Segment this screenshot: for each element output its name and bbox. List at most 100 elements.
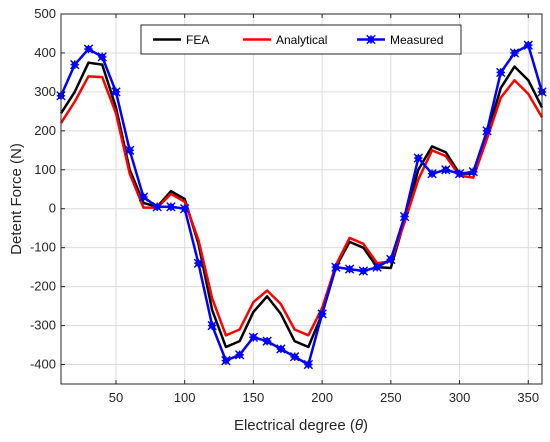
legend-box bbox=[140, 24, 462, 55]
x-axis-label-text: Electrical degree bbox=[234, 417, 346, 434]
marker-stroke-d2 bbox=[125, 145, 135, 156]
marker-stroke-d2 bbox=[372, 262, 382, 272]
data-point-measured bbox=[496, 67, 506, 78]
marker-stroke-d2 bbox=[234, 350, 245, 360]
data-point-measured bbox=[138, 192, 149, 202]
data-point-measured bbox=[331, 262, 341, 272]
marker-stroke-d2 bbox=[496, 67, 506, 78]
marker-stroke-d2 bbox=[366, 34, 376, 45]
marker-stroke-d2 bbox=[331, 262, 341, 272]
x-tick-label: 150 bbox=[243, 390, 265, 405]
data-point-measured bbox=[70, 59, 80, 70]
data-point-measured bbox=[386, 254, 396, 265]
data-point-measured bbox=[166, 202, 176, 212]
data-point-measured bbox=[344, 264, 355, 274]
marker-stroke-d2 bbox=[289, 352, 300, 362]
data-point-measured bbox=[234, 350, 245, 360]
data-point-measured bbox=[372, 262, 382, 272]
data-point-measured bbox=[317, 309, 327, 319]
y-axis-label: Detent Force (N) bbox=[8, 143, 25, 255]
data-point-measured bbox=[125, 145, 135, 156]
marker-stroke-d2 bbox=[344, 264, 355, 274]
data-point-measured bbox=[509, 48, 520, 58]
marker-stroke-d2 bbox=[83, 44, 94, 54]
marker-stroke-d2 bbox=[97, 52, 107, 62]
marker-stroke-d2 bbox=[303, 359, 314, 370]
data-point-measured bbox=[248, 332, 259, 342]
marker-stroke-d2 bbox=[427, 168, 437, 179]
data-point-measured bbox=[399, 211, 410, 222]
marker-stroke-d2 bbox=[399, 211, 410, 222]
y-tick-label: -300 bbox=[30, 318, 56, 333]
data-point-measured bbox=[303, 359, 314, 370]
x-tick-label: 300 bbox=[449, 390, 471, 405]
y-tick-label: 100 bbox=[34, 162, 56, 177]
data-point-measured bbox=[358, 266, 369, 276]
marker-stroke-d2 bbox=[262, 336, 272, 346]
marker-stroke-d2 bbox=[152, 202, 162, 212]
y-tick-label: 300 bbox=[34, 84, 56, 99]
data-point-measured bbox=[427, 168, 437, 179]
y-tick-label: -400 bbox=[30, 357, 56, 372]
marker-stroke-d2 bbox=[317, 309, 327, 319]
y-tick-label: 500 bbox=[34, 6, 56, 21]
legend: FEA Analytical Measured bbox=[140, 24, 462, 55]
legend-label-measured: Measured bbox=[390, 33, 443, 47]
marker-stroke-d2 bbox=[138, 192, 149, 202]
marker-stroke-d2 bbox=[111, 87, 121, 97]
marker-stroke-d2 bbox=[413, 153, 424, 163]
x-axis-label-symbol: θ bbox=[355, 417, 363, 434]
y-tick-label: 0 bbox=[49, 201, 56, 216]
data-point-measured bbox=[468, 167, 478, 177]
x-axis-label: Electrical degree (θ) bbox=[234, 417, 368, 434]
marker-stroke-d2 bbox=[441, 165, 451, 175]
data-point-measured bbox=[454, 168, 465, 179]
data-point-measured bbox=[289, 352, 300, 362]
legend-label-analytical: Analytical bbox=[276, 33, 327, 47]
legend-marker-measured bbox=[366, 34, 376, 45]
legend-label-fea: FEA bbox=[186, 33, 209, 47]
axis-ticks: 50 100 150 200 250 300 350 -400 -300 -200 -100 0 100… bbox=[30, 6, 542, 405]
plot-background bbox=[61, 14, 542, 384]
x-tick-label: 50 bbox=[109, 390, 123, 405]
data-point-measured bbox=[193, 258, 204, 268]
data-point-measured bbox=[441, 165, 451, 175]
data-point-measured bbox=[152, 202, 162, 212]
marker-stroke-d2 bbox=[193, 258, 204, 268]
data-point-measured bbox=[207, 320, 217, 331]
data-point-measured bbox=[523, 40, 533, 50]
marker-stroke-d2 bbox=[221, 355, 231, 366]
data-point-measured bbox=[276, 344, 286, 354]
y-tick-label: 200 bbox=[34, 123, 56, 138]
data-point-measured bbox=[482, 126, 492, 136]
marker-stroke-d2 bbox=[358, 266, 369, 276]
data-point-measured bbox=[179, 204, 190, 214]
x-tick-label: 350 bbox=[517, 390, 539, 405]
marker-stroke-d2 bbox=[468, 167, 478, 177]
data-point-measured bbox=[221, 355, 231, 366]
marker-stroke-d2 bbox=[509, 48, 520, 58]
y-tick-label: 400 bbox=[34, 45, 56, 60]
data-point-measured bbox=[262, 336, 272, 346]
marker-stroke-d2 bbox=[523, 40, 533, 50]
data-point-measured bbox=[413, 153, 424, 163]
data-point-measured bbox=[83, 44, 94, 54]
marker-stroke-d2 bbox=[166, 202, 176, 212]
marker-stroke-d2 bbox=[207, 320, 217, 331]
data-point-measured bbox=[111, 87, 121, 97]
marker-stroke-d2 bbox=[179, 204, 190, 214]
marker-stroke-d2 bbox=[248, 332, 259, 342]
marker-stroke-d2 bbox=[454, 168, 465, 179]
x-tick-label: 100 bbox=[174, 390, 196, 405]
y-tick-label: -200 bbox=[30, 279, 56, 294]
x-tick-label: 200 bbox=[311, 390, 333, 405]
y-tick-label: -100 bbox=[30, 240, 56, 255]
marker-stroke-d2 bbox=[70, 59, 80, 70]
data-point-measured bbox=[97, 52, 107, 62]
marker-stroke-d2 bbox=[276, 344, 286, 354]
marker-stroke-d2 bbox=[482, 126, 492, 136]
marker-stroke-d2 bbox=[386, 254, 396, 265]
x-tick-label: 250 bbox=[380, 390, 402, 405]
plot-frame bbox=[60, 13, 543, 385]
